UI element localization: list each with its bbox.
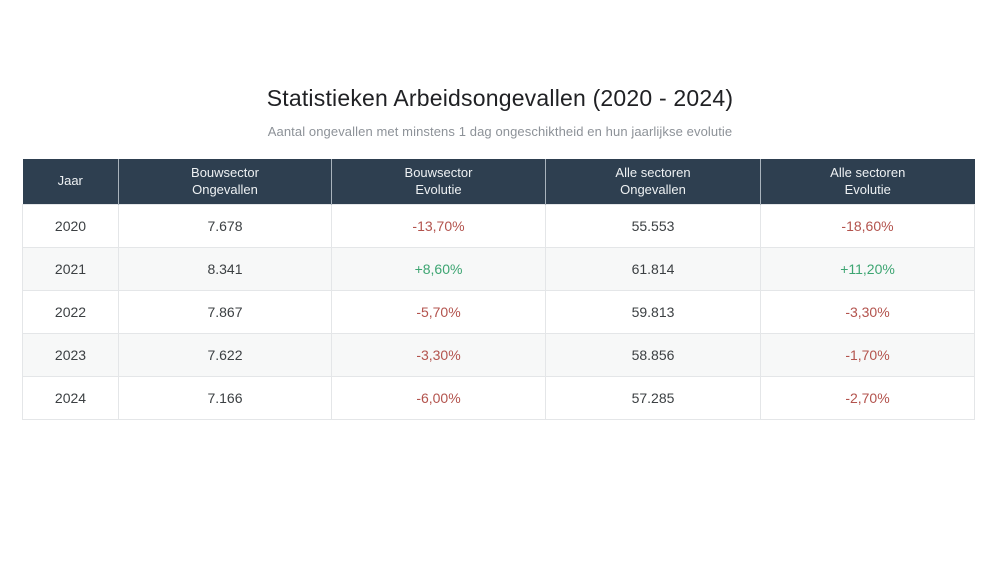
bouwsector-evolutie-cell: -3,30% [331,332,546,377]
table-row-2020: 2020 7.678 -13,70% 55.553 -18,60% [22,203,975,248]
table-header: Jaar Bouwsector Ongevallen Bouwsector Ev… [22,159,975,204]
table-header-row: Jaar Bouwsector Ongevallen Bouwsector Ev… [22,159,975,204]
year-cell: 2023 [22,332,119,377]
bouwsector-ongevallen-cell: 7.678 [118,203,332,248]
column-header-alle-sectoren-evolutie: Alle sectoren Evolutie [760,159,975,204]
page: Statistieken Arbeidsongevallen (2020 - 2… [0,85,1000,562]
alle-sectoren-evolutie-cell: +11,20% [760,246,975,291]
column-header-jaar: Jaar [22,159,119,204]
statistics-table: Jaar Bouwsector Ongevallen Bouwsector Ev… [22,159,975,420]
bouwsector-evolutie-cell: -5,70% [331,289,546,334]
bouwsector-evolutie-cell: +8,60% [331,246,546,291]
year-cell: 2021 [22,246,119,291]
column-header-label: Alle sectoren [615,164,691,180]
column-header-bouwsector-ongevallen: Bouwsector Ongevallen [118,159,332,204]
alle-sectoren-evolutie-cell: -1,70% [760,332,975,377]
table-row-2024: 2024 7.166 -6,00% 57.285 -2,70% [22,375,975,420]
alle-sectoren-ongevallen-cell: 59.813 [545,289,761,334]
bouwsector-ongevallen-cell: 7.166 [118,375,332,420]
bouwsector-ongevallen-cell: 8.341 [118,246,332,291]
table-row-2023: 2023 7.622 -3,30% 58.856 -1,70% [22,332,975,377]
bouwsector-ongevallen-cell: 7.622 [118,332,332,377]
column-header-label: Ongevallen [620,182,686,198]
alle-sectoren-evolutie-cell: -3,30% [760,289,975,334]
page-subtitle: Aantal ongevallen met minstens 1 dag ong… [267,124,733,139]
column-header-label: Evolutie [844,182,891,198]
column-header-label: Jaar [57,173,83,189]
column-header-alle-sectoren-ongevallen: Alle sectoren Ongevallen [545,159,761,204]
column-header-label: Evolutie [415,182,462,198]
column-header-label: Bouwsector [191,164,259,180]
bouwsector-ongevallen-cell: 7.867 [118,289,332,334]
bouwsector-evolutie-cell: -13,70% [331,203,546,248]
column-header-bouwsector-evolutie: Bouwsector Evolutie [331,159,546,204]
bouwsector-evolutie-cell: -6,00% [331,375,546,420]
alle-sectoren-evolutie-cell: -18,60% [760,203,975,248]
year-cell: 2022 [22,289,119,334]
alle-sectoren-evolutie-cell: -2,70% [760,375,975,420]
alle-sectoren-ongevallen-cell: 55.553 [545,203,761,248]
table-row-2021: 2021 8.341 +8,60% 61.814 +11,20% [22,246,975,291]
year-cell: 2020 [22,203,119,248]
page-title: Statistieken Arbeidsongevallen (2020 - 2… [266,85,734,111]
column-header-label: Bouwsector [404,164,473,180]
alle-sectoren-ongevallen-cell: 58.856 [545,332,761,377]
column-header-label: Alle sectoren [830,164,906,180]
alle-sectoren-ongevallen-cell: 61.814 [545,246,761,291]
year-cell: 2024 [22,375,119,420]
table-body: 2020 7.678 -13,70% 55.553 -18,60% 2021 8… [22,203,975,420]
column-header-label: Ongevallen [192,182,258,198]
table-row-2022: 2022 7.867 -5,70% 59.813 -3,30% [22,289,975,334]
alle-sectoren-ongevallen-cell: 57.285 [545,375,761,420]
